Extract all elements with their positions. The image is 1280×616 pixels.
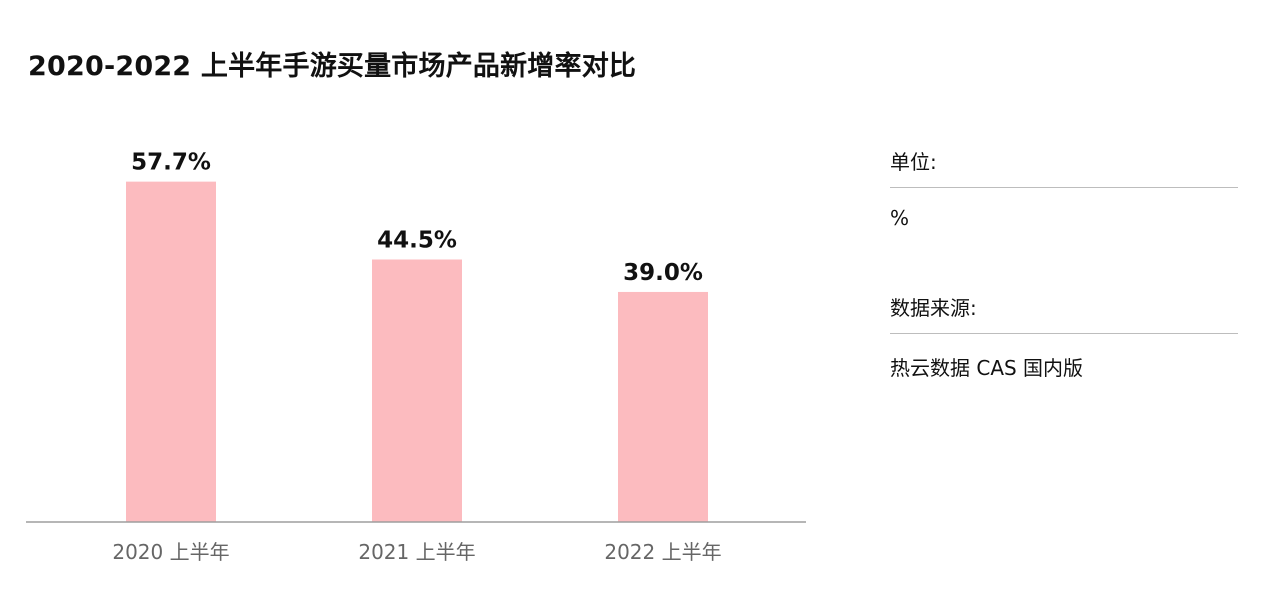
unit-block: 单位: % (890, 146, 1238, 230)
x-tick-label-3: 2022 上半年 (604, 540, 721, 564)
source-block: 数据来源: 热云数据 CAS 国内版 (890, 292, 1238, 381)
unit-label: 单位: (890, 146, 1238, 188)
bar-2 (372, 259, 462, 522)
bar-3 (618, 291, 708, 522)
x-tick-label-1: 2020 上半年 (112, 540, 229, 564)
bar-1 (126, 181, 216, 522)
unit-value: % (890, 206, 910, 230)
bar-value-label-2: 44.5% (377, 228, 457, 254)
x-tick-labels-group: 2020 上半年 2021 上半年 2022 上半年 (112, 540, 721, 564)
bars-group (126, 181, 708, 522)
bar-chart: 57.7% 44.5% 39.0% 2020 上半年 2021 上半年 2022 上半年 (26, 150, 806, 564)
x-tick-label-2: 2021 上半年 (358, 540, 475, 564)
bar-value-label-1: 57.7% (131, 150, 211, 176)
bar-value-label-3: 39.0% (623, 260, 703, 286)
chart-title: 2020-2022 上半年手游买量市场产品新增率对比 (28, 51, 637, 82)
value-labels-group: 57.7% 44.5% 39.0% (131, 150, 703, 286)
source-label: 数据来源: (890, 292, 1238, 334)
source-value: 热云数据 CAS 国内版 (890, 356, 1084, 380)
